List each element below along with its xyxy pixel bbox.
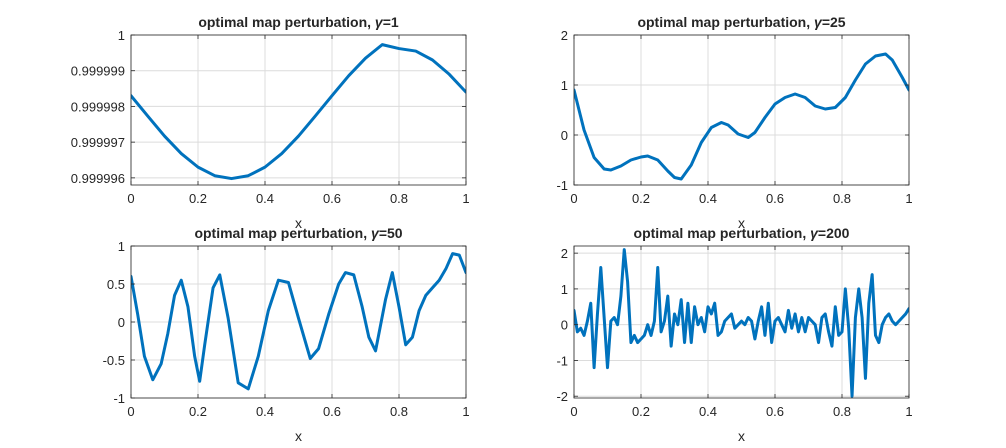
x-tick-label: 0.4 <box>699 404 717 419</box>
x-tick-label: 1 <box>905 191 912 206</box>
x-tick-label: 0.6 <box>766 191 784 206</box>
y-tick-label: 0 <box>118 315 125 330</box>
x-tick-label: 0.8 <box>390 404 408 419</box>
x-tick-label: 0.4 <box>256 404 274 419</box>
axes-box <box>130 34 467 186</box>
series-line-1 <box>131 252 466 391</box>
x-tick-label: 0 <box>570 404 577 419</box>
chart-title: optimal map perturbation, γ=200 <box>634 225 850 241</box>
y-tick-label: -0.5 <box>103 353 125 368</box>
series-line-1 <box>131 43 466 181</box>
series-line-1 <box>574 52 909 181</box>
plot-area <box>131 35 466 185</box>
x-tick-label: 0 <box>127 404 134 419</box>
x-tick-label: 0.4 <box>699 191 717 206</box>
x-tick-label: 0.6 <box>766 404 784 419</box>
x-tick-label: 0.8 <box>833 404 851 419</box>
x-tick-label: 1 <box>462 191 469 206</box>
y-tick-label: 2 <box>561 28 568 43</box>
y-tick-label: 1 <box>118 28 125 43</box>
x-tick-label: 0.6 <box>323 404 341 419</box>
x-tick-label: 0 <box>127 191 134 206</box>
y-tick-label: -1 <box>113 391 125 406</box>
x-tick-label: 0 <box>570 191 577 206</box>
y-tick-label: -2 <box>556 389 568 404</box>
y-tick-label: 0 <box>561 128 568 143</box>
x-axis-label: x <box>295 215 302 231</box>
x-axis-label: x <box>295 428 302 444</box>
y-tick-label: 2 <box>561 246 568 261</box>
x-tick-label: 0.8 <box>833 191 851 206</box>
x-tick-label: 0.2 <box>189 191 207 206</box>
y-tick-label: 1 <box>118 239 125 254</box>
subplot-1: 0 0.2 0.4 0.6 0.8 1 0.999996 0.999997 0.999998 0.… <box>71 14 470 231</box>
y-tick-label: 1 <box>561 282 568 297</box>
y-tick-label: 0.999997 <box>71 135 125 150</box>
y-tick-label: 0.999998 <box>71 99 125 114</box>
chart-title: optimal map perturbation, γ=1 <box>198 14 399 30</box>
axes-box <box>573 245 910 399</box>
x-tick-label: 0.2 <box>632 191 650 206</box>
y-tick-label: 1 <box>561 78 568 93</box>
x-tick-label: 0.8 <box>390 191 408 206</box>
subplot-4: 0 0.2 0.4 0.6 0.8 1 -2 -1 0 1 2 x optimal map pertur… <box>556 225 912 444</box>
series-line-1 <box>574 248 909 398</box>
y-tick-label: 0.999996 <box>71 171 125 186</box>
y-tick-label: -1 <box>556 178 568 193</box>
x-axis-label: x <box>738 428 745 444</box>
x-tick-label: 0.2 <box>632 404 650 419</box>
x-tick-label: 1 <box>462 404 469 419</box>
chart-title: optimal map perturbation, γ=50 <box>194 225 402 241</box>
y-tick-label: -1 <box>556 353 568 368</box>
y-tick-label: 0 <box>561 318 568 333</box>
chart-title: optimal map perturbation, γ=25 <box>637 14 845 30</box>
subplot-3: 0 0.2 0.4 0.6 0.8 1 -1 -0.5 0 0.5 1 x optimal map pe… <box>103 225 470 444</box>
x-tick-label: 0.6 <box>323 191 341 206</box>
axes-box <box>573 34 910 186</box>
x-tick-label: 0.2 <box>189 404 207 419</box>
y-tick-label: 0.5 <box>107 277 125 292</box>
x-tick-label: 0.4 <box>256 191 274 206</box>
y-tick-label: 0.999999 <box>71 64 125 79</box>
x-tick-label: 1 <box>905 404 912 419</box>
x-axis-label: x <box>738 215 745 231</box>
